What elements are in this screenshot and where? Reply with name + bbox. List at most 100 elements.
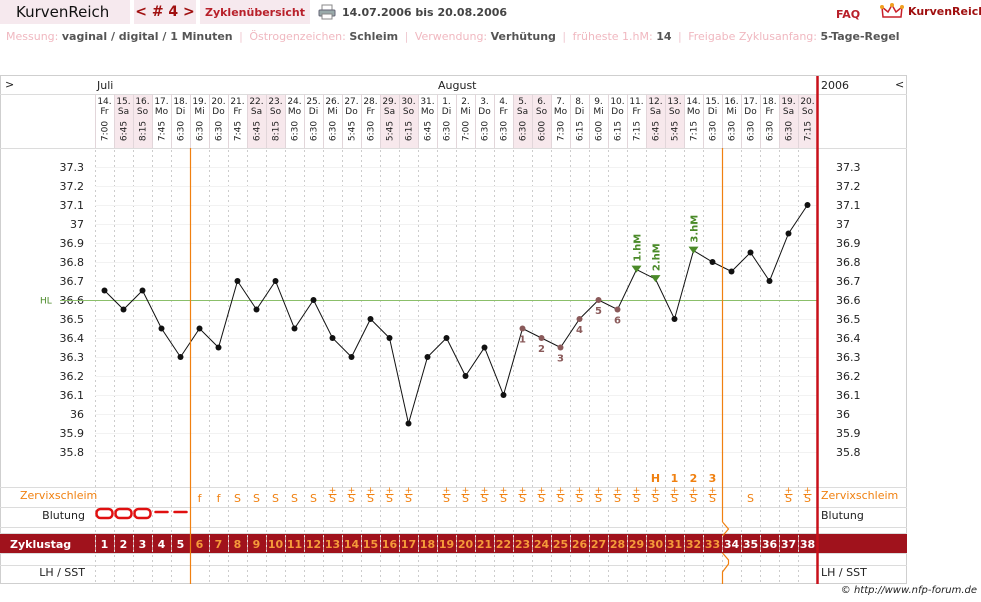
cycle-day-number: 7 bbox=[215, 538, 223, 551]
day-weekday: So bbox=[802, 107, 814, 117]
temperature-point[interactable] bbox=[367, 316, 374, 322]
y-tick-label: 37.1 bbox=[60, 199, 85, 212]
y-tick-label-right: 37.1 bbox=[836, 199, 861, 212]
cycle-overview-link[interactable]: Zyklenübersicht bbox=[200, 0, 310, 24]
temperature-point[interactable] bbox=[120, 306, 127, 313]
y-tick-label: 36 bbox=[70, 408, 84, 421]
day-date: 26. bbox=[325, 97, 339, 107]
day-date: 15. bbox=[116, 97, 130, 107]
day-weekday: Sa bbox=[251, 107, 262, 117]
low-measure-number: 4 bbox=[576, 325, 583, 336]
high-measure-point[interactable] bbox=[631, 265, 642, 273]
temperature-point[interactable] bbox=[291, 325, 298, 332]
day-measure-time: 6:45 bbox=[253, 121, 263, 141]
faq-link[interactable]: FAQ bbox=[836, 8, 861, 21]
temperature-point[interactable] bbox=[101, 287, 108, 294]
day-date: 5. bbox=[518, 97, 527, 107]
temperature-point[interactable] bbox=[443, 335, 450, 341]
day-measure-time: 6:45 bbox=[424, 121, 434, 141]
temperature-point[interactable] bbox=[329, 335, 336, 341]
y-tick-label-right: 37 bbox=[836, 218, 850, 231]
cervix-symbol: S bbox=[386, 492, 393, 505]
temperature-point[interactable] bbox=[348, 354, 355, 360]
cycle-day-number: 6 bbox=[196, 538, 204, 551]
day-measure-time: 6:30 bbox=[367, 121, 377, 141]
temperature-point[interactable] bbox=[405, 420, 412, 427]
day-date: 17. bbox=[743, 97, 757, 107]
day-weekday: Do bbox=[744, 107, 757, 117]
temperature-point[interactable] bbox=[177, 354, 184, 360]
cervix-symbol: S bbox=[310, 492, 317, 505]
y-tick-label-right: 36.3 bbox=[836, 351, 861, 364]
weekend-shade bbox=[646, 94, 665, 148]
cycle-day-number: 12 bbox=[306, 538, 321, 551]
temperature-point[interactable] bbox=[709, 259, 716, 265]
low-measure-point[interactable] bbox=[519, 325, 526, 332]
day-weekday: Mo bbox=[687, 107, 701, 117]
cervix-symbol: S bbox=[272, 492, 279, 505]
cycle-nav[interactable]: < # 4 > bbox=[134, 0, 196, 24]
day-date: 6. bbox=[537, 97, 546, 107]
day-weekday: Sa bbox=[118, 107, 129, 117]
high-measure-point[interactable] bbox=[650, 275, 661, 283]
temperature-point[interactable] bbox=[253, 306, 260, 313]
cycle-day-number: 5 bbox=[177, 538, 185, 551]
logo[interactable]: KurvenReich bbox=[0, 0, 130, 24]
day-measure-time: 6:30 bbox=[785, 121, 795, 141]
day-date: 20. bbox=[800, 97, 814, 107]
low-measure-point[interactable] bbox=[557, 344, 564, 351]
low-measure-point[interactable] bbox=[576, 316, 583, 322]
nav-next-button[interactable]: < bbox=[895, 78, 904, 91]
temperature-point[interactable] bbox=[196, 325, 203, 332]
temperature-point[interactable] bbox=[462, 373, 469, 379]
day-measure-time: 6:30 bbox=[329, 121, 339, 141]
day-measure-time: 6:30 bbox=[291, 121, 301, 141]
day-date: 19. bbox=[781, 97, 795, 107]
weekend-shade bbox=[399, 94, 418, 148]
weekend-shade bbox=[114, 94, 133, 148]
temperature-point[interactable] bbox=[139, 287, 146, 294]
temperature-point[interactable] bbox=[310, 297, 317, 303]
temperature-point[interactable] bbox=[747, 249, 754, 256]
cervix-symbol: f bbox=[198, 492, 203, 505]
chart-frame bbox=[0, 75, 907, 584]
printer-icon[interactable] bbox=[318, 4, 336, 20]
cycle-day-number: 34 bbox=[724, 538, 740, 551]
day-date: 29. bbox=[382, 97, 396, 107]
temperature-point[interactable] bbox=[272, 278, 279, 284]
temperature-point[interactable] bbox=[424, 354, 431, 360]
day-measure-time: 7:00 bbox=[101, 121, 111, 141]
day-date: 15. bbox=[705, 97, 719, 107]
temperature-point[interactable] bbox=[728, 268, 735, 275]
temperature-point[interactable] bbox=[158, 325, 165, 332]
cervix-symbol: S bbox=[519, 492, 526, 505]
low-measure-point[interactable] bbox=[614, 306, 621, 313]
weekend-shade bbox=[532, 94, 551, 148]
year-label: 2006 bbox=[821, 79, 849, 92]
cycle-day-number: 30 bbox=[648, 538, 664, 551]
temperature-point[interactable] bbox=[766, 278, 773, 284]
day-measure-time: 7:15 bbox=[633, 121, 643, 141]
temperature-point[interactable] bbox=[215, 344, 222, 351]
cervix-symbol: S bbox=[291, 492, 298, 505]
peak-day-label: 1 bbox=[671, 472, 679, 485]
temperature-point[interactable] bbox=[671, 316, 678, 322]
cycle-day-number: 21 bbox=[477, 538, 492, 551]
temperature-point[interactable] bbox=[481, 344, 488, 351]
temperature-point[interactable] bbox=[785, 230, 792, 237]
copyright: © http://www.nfp-forum.de bbox=[840, 585, 977, 596]
temperature-point[interactable] bbox=[804, 202, 811, 208]
temperature-point[interactable] bbox=[386, 335, 393, 341]
high-measure-point[interactable] bbox=[688, 246, 699, 254]
cycle-day-number: 31 bbox=[667, 538, 682, 551]
y-tick-label-right: 36.5 bbox=[836, 313, 861, 326]
release-label: Freigabe Zyklusanfang: bbox=[688, 30, 817, 43]
temperature-point[interactable] bbox=[500, 392, 507, 398]
y-tick-label: 36.9 bbox=[60, 237, 85, 250]
day-weekday: Mo bbox=[421, 107, 435, 117]
cycle-day-number: 14 bbox=[344, 538, 360, 551]
low-measure-point[interactable] bbox=[595, 297, 602, 303]
temperature-point[interactable] bbox=[234, 278, 241, 284]
low-measure-point[interactable] bbox=[538, 335, 545, 341]
nav-prev-button[interactable]: > bbox=[5, 78, 14, 91]
